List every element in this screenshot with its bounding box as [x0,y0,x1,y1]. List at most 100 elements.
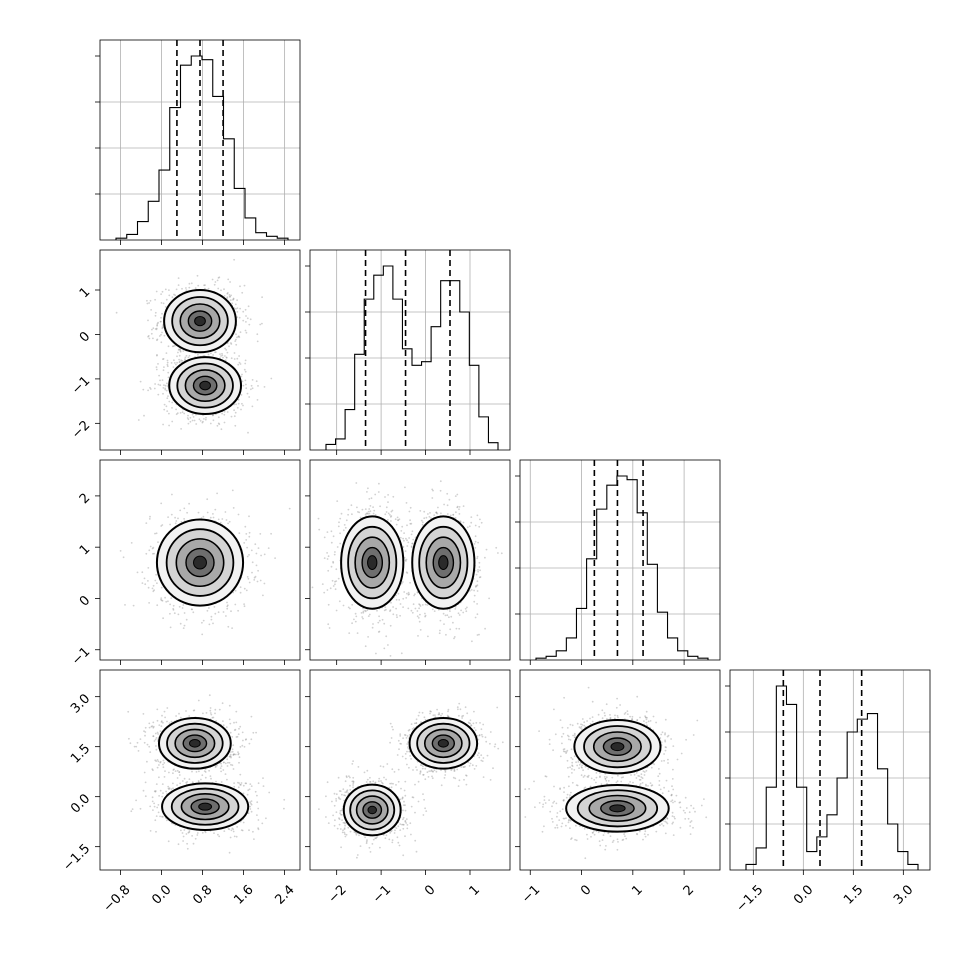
sample-point [355,615,358,618]
sample-point [446,504,449,507]
sample-point [495,546,498,549]
sample-point [259,323,262,326]
sample-point [220,428,223,431]
sample-point [231,750,234,753]
sample-point [348,632,351,634]
sample-point [221,518,224,520]
sample-point [238,336,241,338]
sample-point [239,331,242,334]
sample-point [392,613,395,616]
sample-point [217,611,220,614]
sample-point [410,522,413,525]
sample-point [444,614,447,617]
sample-point [338,600,341,603]
sample-point [237,609,240,612]
sample-point [162,617,165,620]
sample-point [255,552,258,555]
sample-point [164,388,167,391]
sample-point [180,359,183,362]
sample-point [182,350,185,352]
sample-point [361,508,364,511]
sample-point [219,353,221,355]
sample-point [419,629,422,631]
sample-point [191,608,194,611]
sample-point [228,345,230,348]
sample-point [379,505,381,508]
axes-frame [99,459,301,661]
sample-point [439,480,442,483]
sample-point [405,537,407,540]
sample-point [375,652,377,655]
sample-point [170,720,173,723]
sample-point [181,359,184,362]
sample-point [383,609,386,612]
sample-point [185,354,188,357]
sample-point [163,403,166,406]
sample-point [459,520,462,523]
sample-point [226,607,229,610]
sample-point [248,554,250,556]
sample-point [242,384,245,387]
sample-point [479,518,481,521]
sample-point [199,420,202,422]
sample-point [378,619,381,622]
sample-point [420,519,423,522]
sample-point [385,608,387,611]
sample-point [155,760,158,762]
sample-point [133,745,136,748]
sample-point [226,604,229,607]
sample-point [377,621,380,624]
sample-point [239,307,242,310]
sample-point [170,513,173,516]
sample-point [173,359,175,362]
sample-point [173,362,176,364]
sample-point [261,296,263,299]
sample-point [144,583,147,586]
sample-point [435,511,438,514]
sample-point [262,594,264,597]
sample-point [238,355,241,357]
sample-point [217,287,220,290]
sample-point [179,350,182,353]
histogram-series [325,265,499,450]
sample-point [217,518,220,521]
sample-point [185,289,188,291]
sample-point [484,627,486,630]
sample-point [456,506,459,509]
sample-point [154,298,157,301]
sample-point [233,352,236,354]
sample-point [191,413,194,416]
sample-point [374,514,377,516]
sample-point [414,593,416,595]
sample-point [178,360,181,363]
sample-point [251,379,254,381]
sample-point [247,431,249,434]
sample-point [256,580,259,583]
sample-point [174,344,176,347]
sample-point [233,415,236,418]
sample-point [211,716,214,719]
sample-point [169,612,171,615]
sample-point [372,623,374,625]
sample-point [165,600,168,603]
sample-point [241,291,244,294]
sample-point [259,533,262,535]
sample-point [409,519,411,522]
hist-panel-0 [95,39,301,245]
sample-point [188,282,191,285]
sample-point [403,591,406,593]
sample-point [154,314,157,317]
sample-point [166,361,169,364]
sample-point [361,616,364,618]
sample-point [245,383,247,386]
sample-point [245,589,248,592]
sample-point [452,513,455,516]
pair-panel-1-0: −2−101 [69,249,301,455]
sample-point [473,543,476,545]
sample-point [226,351,229,354]
sample-point [327,555,330,558]
sample-point [433,610,436,612]
sample-point [478,566,481,568]
sample-point [171,407,173,409]
sample-point [142,713,145,715]
